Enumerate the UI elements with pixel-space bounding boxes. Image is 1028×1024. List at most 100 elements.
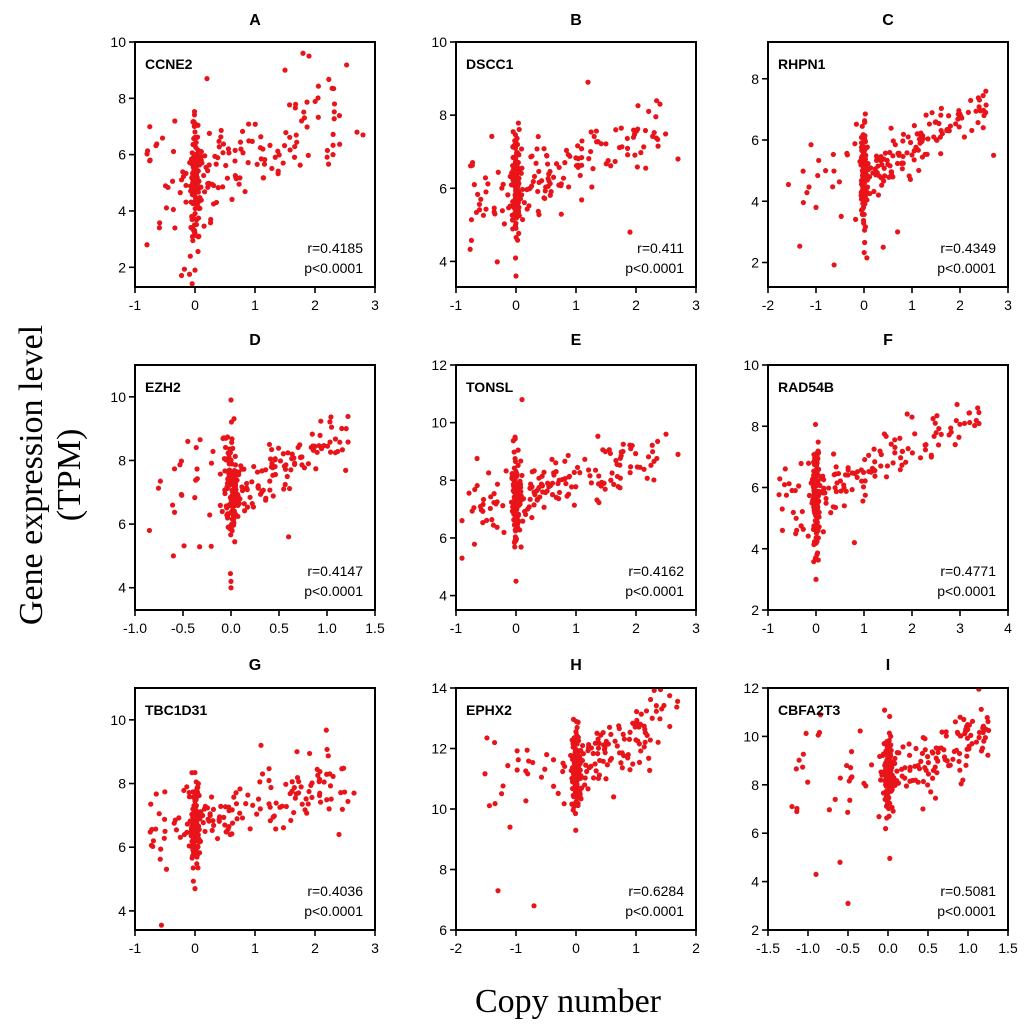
- data-point: [486, 470, 492, 476]
- data-point: [514, 748, 520, 754]
- data-point: [287, 147, 293, 153]
- y-tick-label: 4: [751, 193, 759, 209]
- data-point: [587, 473, 593, 479]
- data-point: [936, 120, 942, 127]
- data-point: [641, 144, 647, 150]
- data-point: [218, 803, 224, 810]
- data-point: [862, 171, 869, 177]
- y-tick-label: 4: [439, 588, 447, 604]
- data-point: [907, 764, 913, 771]
- data-point: [170, 206, 176, 213]
- data-point: [519, 186, 526, 193]
- data-point: [596, 740, 602, 746]
- data-point: [965, 109, 971, 115]
- points: [789, 688, 992, 906]
- data-point: [190, 181, 196, 188]
- data-point: [277, 458, 284, 464]
- data-point: [641, 744, 647, 750]
- data-point: [471, 505, 477, 511]
- data-point: [578, 747, 584, 754]
- data-point: [161, 816, 168, 822]
- data-point: [336, 113, 343, 119]
- data-point: [890, 779, 896, 785]
- data-point: [789, 487, 795, 494]
- data-point: [514, 767, 520, 773]
- data-point: [180, 173, 187, 180]
- data-point: [161, 835, 167, 841]
- data-point: [222, 822, 228, 828]
- data-point: [871, 446, 877, 452]
- data-point: [806, 492, 813, 499]
- x-tick-label: 0: [812, 620, 820, 636]
- data-point: [309, 780, 315, 786]
- data-point: [847, 797, 853, 803]
- panel-b: B 4 6 8 10 -1 0 1 2 3 DSCC1 r=0.411 p<0.0001: [431, 12, 700, 313]
- data-point: [837, 775, 843, 781]
- data-point: [967, 419, 973, 426]
- data-point: [231, 794, 237, 800]
- data-point: [777, 476, 783, 482]
- correlation-r: r=0.4036: [307, 883, 363, 899]
- data-point: [144, 148, 151, 154]
- data-point: [231, 502, 237, 508]
- data-point: [786, 481, 792, 487]
- data-point: [953, 121, 959, 127]
- data-point: [904, 150, 910, 156]
- data-point: [626, 736, 633, 742]
- x-tick-label: 3: [371, 297, 379, 313]
- data-point: [655, 438, 661, 445]
- data-point: [800, 199, 806, 206]
- data-point: [923, 767, 929, 773]
- data-point: [619, 765, 625, 771]
- data-point: [925, 136, 931, 142]
- data-point: [190, 865, 196, 871]
- data-point: [194, 466, 200, 472]
- data-point: [882, 778, 888, 784]
- data-point: [915, 147, 921, 153]
- data-point: [156, 225, 163, 231]
- data-point: [162, 828, 168, 834]
- data-point: [879, 162, 885, 168]
- data-point: [321, 779, 327, 785]
- data-point: [482, 175, 489, 181]
- data-point: [316, 776, 323, 782]
- data-point: [799, 508, 805, 515]
- data-point: [231, 520, 237, 526]
- data-point: [192, 129, 198, 135]
- data-point: [653, 708, 659, 714]
- data-point: [793, 766, 799, 772]
- data-point: [578, 796, 584, 802]
- data-point: [980, 723, 986, 729]
- data-point: [229, 820, 236, 826]
- data-point: [860, 164, 867, 171]
- data-point: [813, 524, 820, 530]
- data-point: [966, 746, 972, 752]
- data-point: [900, 138, 906, 144]
- data-point: [304, 124, 310, 130]
- data-point: [196, 178, 202, 184]
- data-point: [935, 442, 942, 448]
- data-point: [301, 109, 307, 115]
- data-point: [934, 137, 940, 143]
- data-point: [201, 172, 207, 179]
- data-point: [826, 485, 832, 491]
- data-point: [553, 460, 559, 466]
- data-point: [973, 417, 979, 424]
- data-point: [227, 450, 233, 456]
- data-point: [169, 502, 176, 508]
- p-value: p<0.0001: [304, 583, 363, 599]
- data-point: [569, 775, 575, 781]
- data-point: [961, 134, 967, 140]
- data-point: [945, 127, 952, 133]
- data-point: [524, 206, 530, 212]
- data-point: [617, 462, 623, 468]
- data-point: [859, 207, 865, 213]
- data-point: [642, 127, 649, 134]
- data-point: [575, 143, 581, 149]
- data-point: [221, 814, 227, 821]
- data-point: [541, 504, 547, 510]
- data-point: [883, 474, 890, 480]
- data-point: [860, 498, 866, 504]
- data-point: [281, 143, 288, 149]
- data-point: [344, 62, 350, 68]
